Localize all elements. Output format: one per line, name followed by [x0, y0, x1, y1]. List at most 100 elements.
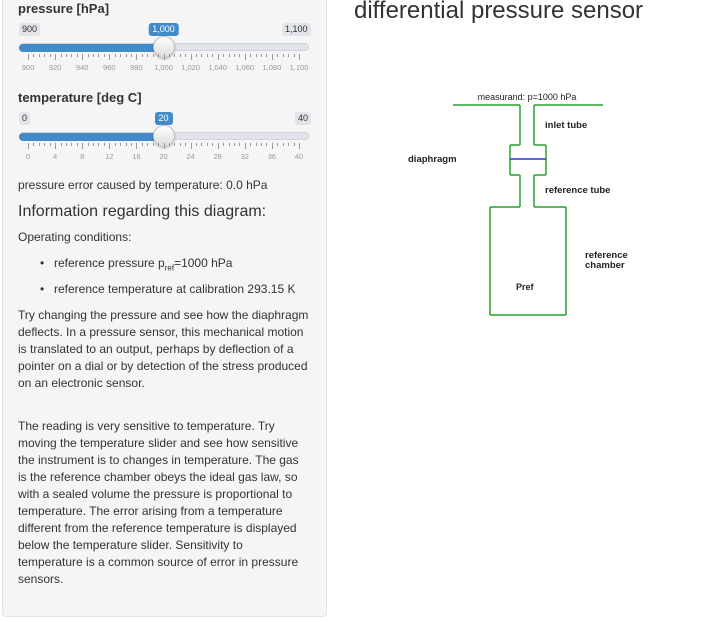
slider-tick: [288, 143, 290, 146]
temperature-slider-label: temperature [deg C]: [18, 90, 142, 105]
slider-tick-label: 36: [267, 152, 277, 161]
slider-tick: [185, 54, 187, 57]
slider-tick: [196, 143, 198, 146]
slider-tick: [261, 143, 263, 146]
slider-tick-label: 980: [130, 63, 143, 72]
reference-chamber-label-1: reference: [585, 250, 628, 261]
slider-tick: [179, 143, 181, 146]
temperature-slider-bar: [19, 133, 164, 141]
info-paragraph-1: Try changing the pressure and see how th…: [18, 308, 309, 390]
bullet1-subscript: ref: [164, 263, 175, 273]
bullet-dot: •: [40, 256, 45, 270]
operating-conditions-label: Operating conditions:: [18, 230, 132, 244]
slider-tick-label: 12: [105, 152, 114, 161]
slider-tick: [158, 54, 160, 57]
slider-tick-label: 20: [159, 152, 168, 161]
info-paragraph-2: The reading is very sensitive to tempera…: [18, 419, 299, 586]
slider-tick: [98, 143, 100, 146]
slider-tick-label: 8: [80, 152, 85, 161]
bullet1-prefix: reference pressure p: [54, 256, 165, 270]
slider-tick-label: 1,100: [289, 63, 309, 72]
slider-tick: [244, 54, 246, 60]
slider-tick-label: 24: [186, 152, 195, 161]
slider-tick: [114, 143, 116, 146]
slider-tick: [49, 143, 51, 146]
inlet-tube-label: inlet tube: [545, 120, 587, 131]
slider-tick: [201, 143, 203, 146]
slider-tick-label: 32: [240, 152, 249, 161]
slider-tick: [49, 54, 51, 57]
slider-tick: [28, 143, 29, 149]
pressure-error-text: pressure error caused by temperature: 0.…: [18, 178, 268, 192]
slider-tick: [125, 143, 127, 146]
reference-tube-label: reference tube: [545, 185, 610, 196]
slider-tick-label: 900: [21, 63, 35, 72]
bullet-reference-pressure: reference pressure pref=1000 hPa: [54, 256, 232, 272]
slider-tick: [60, 54, 62, 57]
slider-tick: [277, 54, 279, 57]
slider-tick: [87, 143, 89, 146]
slider-tick: [233, 54, 235, 57]
slider-tick-label: 940: [75, 63, 89, 72]
slider-tick: [120, 54, 122, 57]
slider-tick: [76, 143, 78, 146]
info-heading: Information regarding this diagram:: [18, 203, 267, 220]
slider-tick: [282, 143, 284, 146]
slider-tick: [217, 54, 219, 60]
slider-tick: [136, 54, 138, 60]
slider-tick: [201, 54, 203, 57]
slider-tick: [206, 54, 208, 57]
diaphragm-label: diaphragm: [408, 154, 457, 165]
slider-tick: [120, 143, 122, 146]
slider-tick-label: 1,040: [208, 63, 228, 72]
slider-tick: [136, 143, 138, 149]
slider-tick: [179, 54, 181, 57]
slider-tick: [130, 143, 132, 146]
slider-tick: [190, 54, 192, 60]
reference-chamber-label-2: chamber: [585, 260, 625, 271]
pref-label: Pref: [516, 282, 535, 292]
slider-tick: [288, 54, 290, 57]
slider-tick: [206, 143, 208, 146]
temperature-min-label: 0: [19, 112, 31, 125]
slider-tick: [103, 143, 105, 146]
slider-tick: [71, 143, 73, 146]
temperature-max-label: 40: [295, 112, 312, 125]
slider-tick: [266, 54, 268, 57]
slider-tick: [223, 54, 225, 57]
slider-tick-label: 920: [48, 63, 62, 72]
slider-tick: [293, 54, 295, 57]
slider-tick: [168, 54, 170, 57]
pressure-slider-bar: [19, 44, 164, 52]
slider-tick: [109, 143, 111, 149]
sensor-diagram: measurand: p=1000 hPa inlet tube diaphra…: [408, 92, 628, 316]
slider-tick: [103, 54, 105, 57]
slider-tick: [114, 54, 116, 57]
slider-tick: [109, 54, 111, 60]
slider-tick: [60, 143, 62, 146]
slider-tick-label: 960: [103, 63, 116, 72]
slider-tick-label: 0: [25, 152, 31, 161]
slider-tick: [255, 143, 257, 146]
sensor-walls: [453, 104, 603, 316]
slider-tick: [158, 143, 160, 146]
slider-tick-label: 16: [132, 152, 141, 161]
slider-tick: [277, 143, 279, 146]
slider-tick: [299, 54, 300, 60]
slider-tick: [239, 54, 241, 57]
slider-tick: [130, 54, 132, 57]
bullet-dot: •: [40, 282, 45, 296]
measurand-label: measurand: p=1000 hPa: [478, 92, 577, 102]
slider-tick: [255, 54, 257, 57]
slider-tick: [223, 143, 225, 146]
slider-tick: [76, 54, 78, 57]
slider-tick: [65, 54, 67, 57]
slider-tick: [299, 143, 300, 149]
bullet-reference-temperature: reference temperature at calibration 293…: [54, 282, 296, 296]
slider-tick-label: 1,020: [181, 63, 200, 72]
pressure-max-label: 1,100: [282, 23, 311, 36]
slider-tick: [44, 54, 46, 57]
slider-tick: [185, 143, 187, 146]
slider-tick-label: 28: [213, 152, 222, 161]
slider-tick: [261, 54, 263, 57]
